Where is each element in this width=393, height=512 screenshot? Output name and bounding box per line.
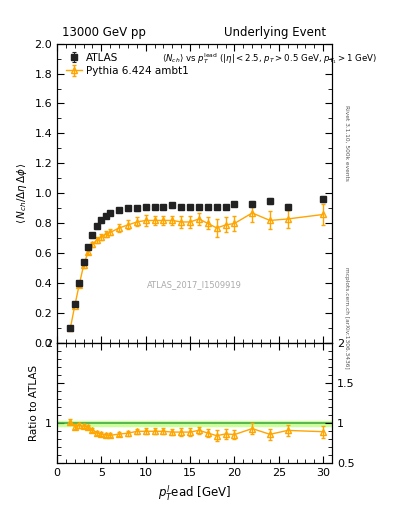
Legend: ATLAS, Pythia 6.424 ambt1: ATLAS, Pythia 6.424 ambt1 — [62, 49, 193, 80]
Text: 13000 GeV pp: 13000 GeV pp — [62, 26, 146, 39]
Text: Rivet 3.1.10, 500k events: Rivet 3.1.10, 500k events — [344, 105, 349, 181]
Y-axis label: $\langle\, N_{ch}/\Delta\eta\,\Delta\phi\,\rangle$: $\langle\, N_{ch}/\Delta\eta\,\Delta\phi… — [15, 162, 29, 224]
Y-axis label: Ratio to ATLAS: Ratio to ATLAS — [29, 366, 39, 441]
Text: mcplots.cern.ch [arXiv:1306.3436]: mcplots.cern.ch [arXiv:1306.3436] — [344, 267, 349, 368]
Text: ATLAS_2017_I1509919: ATLAS_2017_I1509919 — [147, 281, 242, 289]
Text: Underlying Event: Underlying Event — [224, 26, 327, 39]
Bar — [57, 421, 332, 426]
X-axis label: $p_T^l$ead [GeV]: $p_T^l$ead [GeV] — [158, 484, 231, 503]
Text: $\langle N_{ch}\rangle$ vs $p_T^{\rm lead}$ ($|\eta|<2.5$, $p_T>0.5$ GeV, $p_{T_: $\langle N_{ch}\rangle$ vs $p_T^{\rm lea… — [162, 51, 377, 66]
